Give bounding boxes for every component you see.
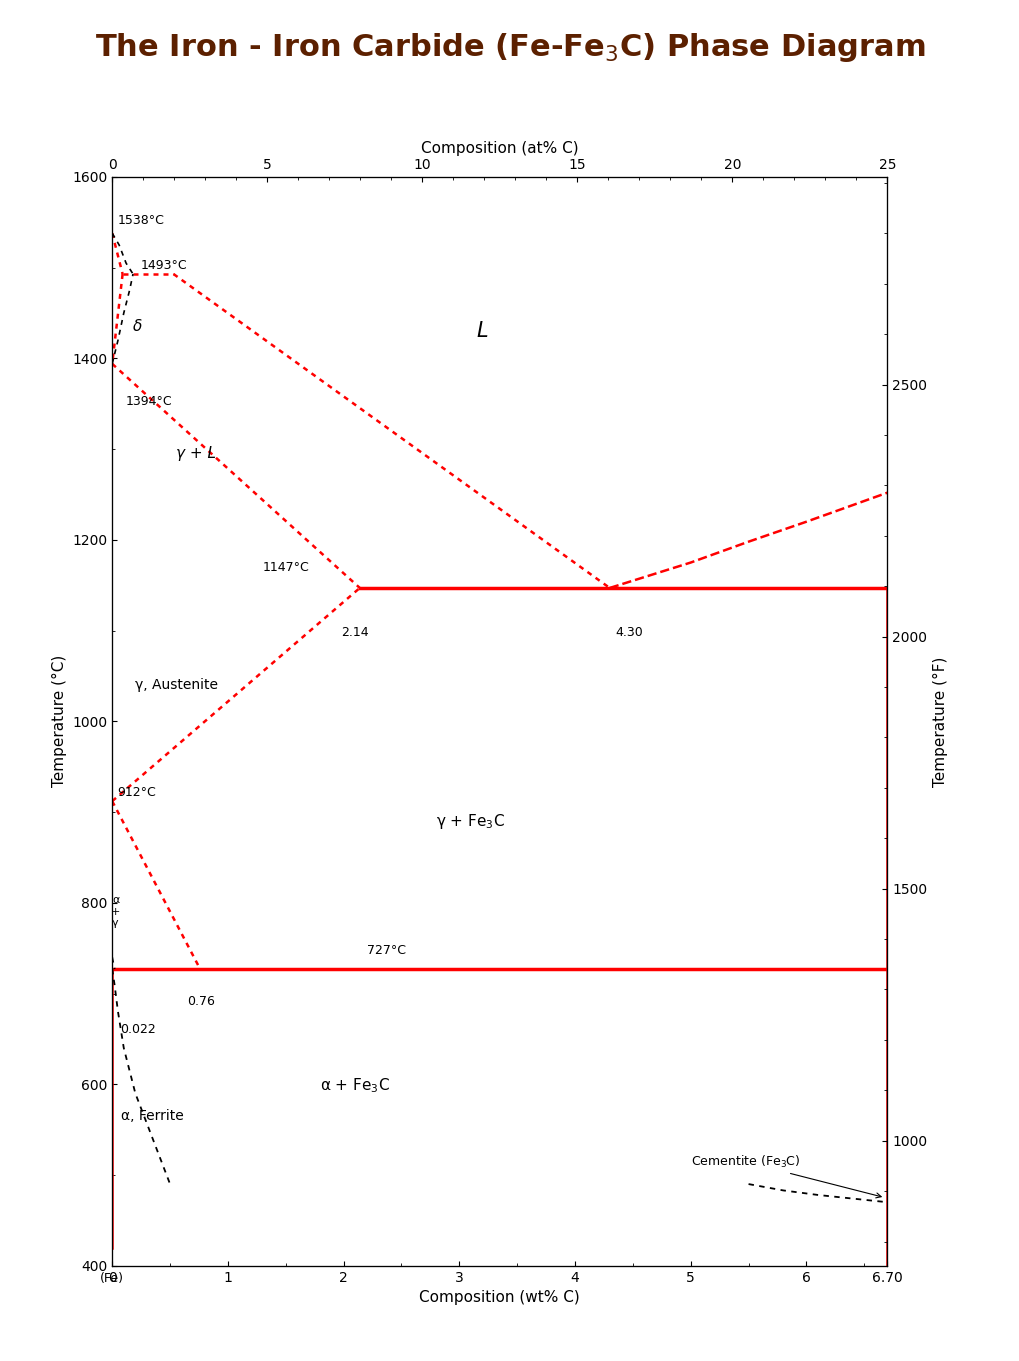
Text: 1493°C: 1493°C	[141, 260, 187, 272]
Text: α
+
γ: α + γ	[111, 896, 120, 928]
Text: 0.76: 0.76	[187, 995, 215, 1009]
Text: The Iron - Iron Carbide (Fe-Fe$_3$C) Phase Diagram: The Iron - Iron Carbide (Fe-Fe$_3$C) Pha…	[95, 31, 924, 64]
Text: α + Fe$_3$C: α + Fe$_3$C	[320, 1077, 390, 1096]
Text: 1538°C: 1538°C	[118, 214, 165, 227]
Text: L: L	[476, 321, 488, 342]
Text: Cementite (Fe$_3$C): Cementite (Fe$_3$C)	[690, 1154, 880, 1198]
Text: 1394°C: 1394°C	[126, 396, 172, 408]
Text: α, Ferrite: α, Ferrite	[121, 1109, 184, 1123]
Text: 0.022: 0.022	[120, 1022, 156, 1036]
Text: 912°C: 912°C	[117, 785, 156, 799]
Text: 4.30: 4.30	[614, 626, 643, 640]
Text: γ, Austenite: γ, Austenite	[136, 678, 218, 691]
X-axis label: Composition (wt% C): Composition (wt% C)	[419, 1290, 580, 1305]
Text: 727°C: 727°C	[367, 945, 406, 957]
Y-axis label: Temperature (°F): Temperature (°F)	[932, 656, 947, 787]
Text: δ: δ	[132, 318, 143, 335]
Text: 2.14: 2.14	[341, 626, 369, 640]
Text: γ + Fe$_3$C: γ + Fe$_3$C	[436, 811, 504, 830]
Y-axis label: Temperature (°C): Temperature (°C)	[52, 655, 66, 788]
Text: 1147°C: 1147°C	[262, 561, 309, 574]
X-axis label: Composition (at% C): Composition (at% C)	[421, 140, 578, 155]
Text: (Fe): (Fe)	[100, 1273, 124, 1285]
Text: γ + L: γ + L	[175, 446, 216, 461]
